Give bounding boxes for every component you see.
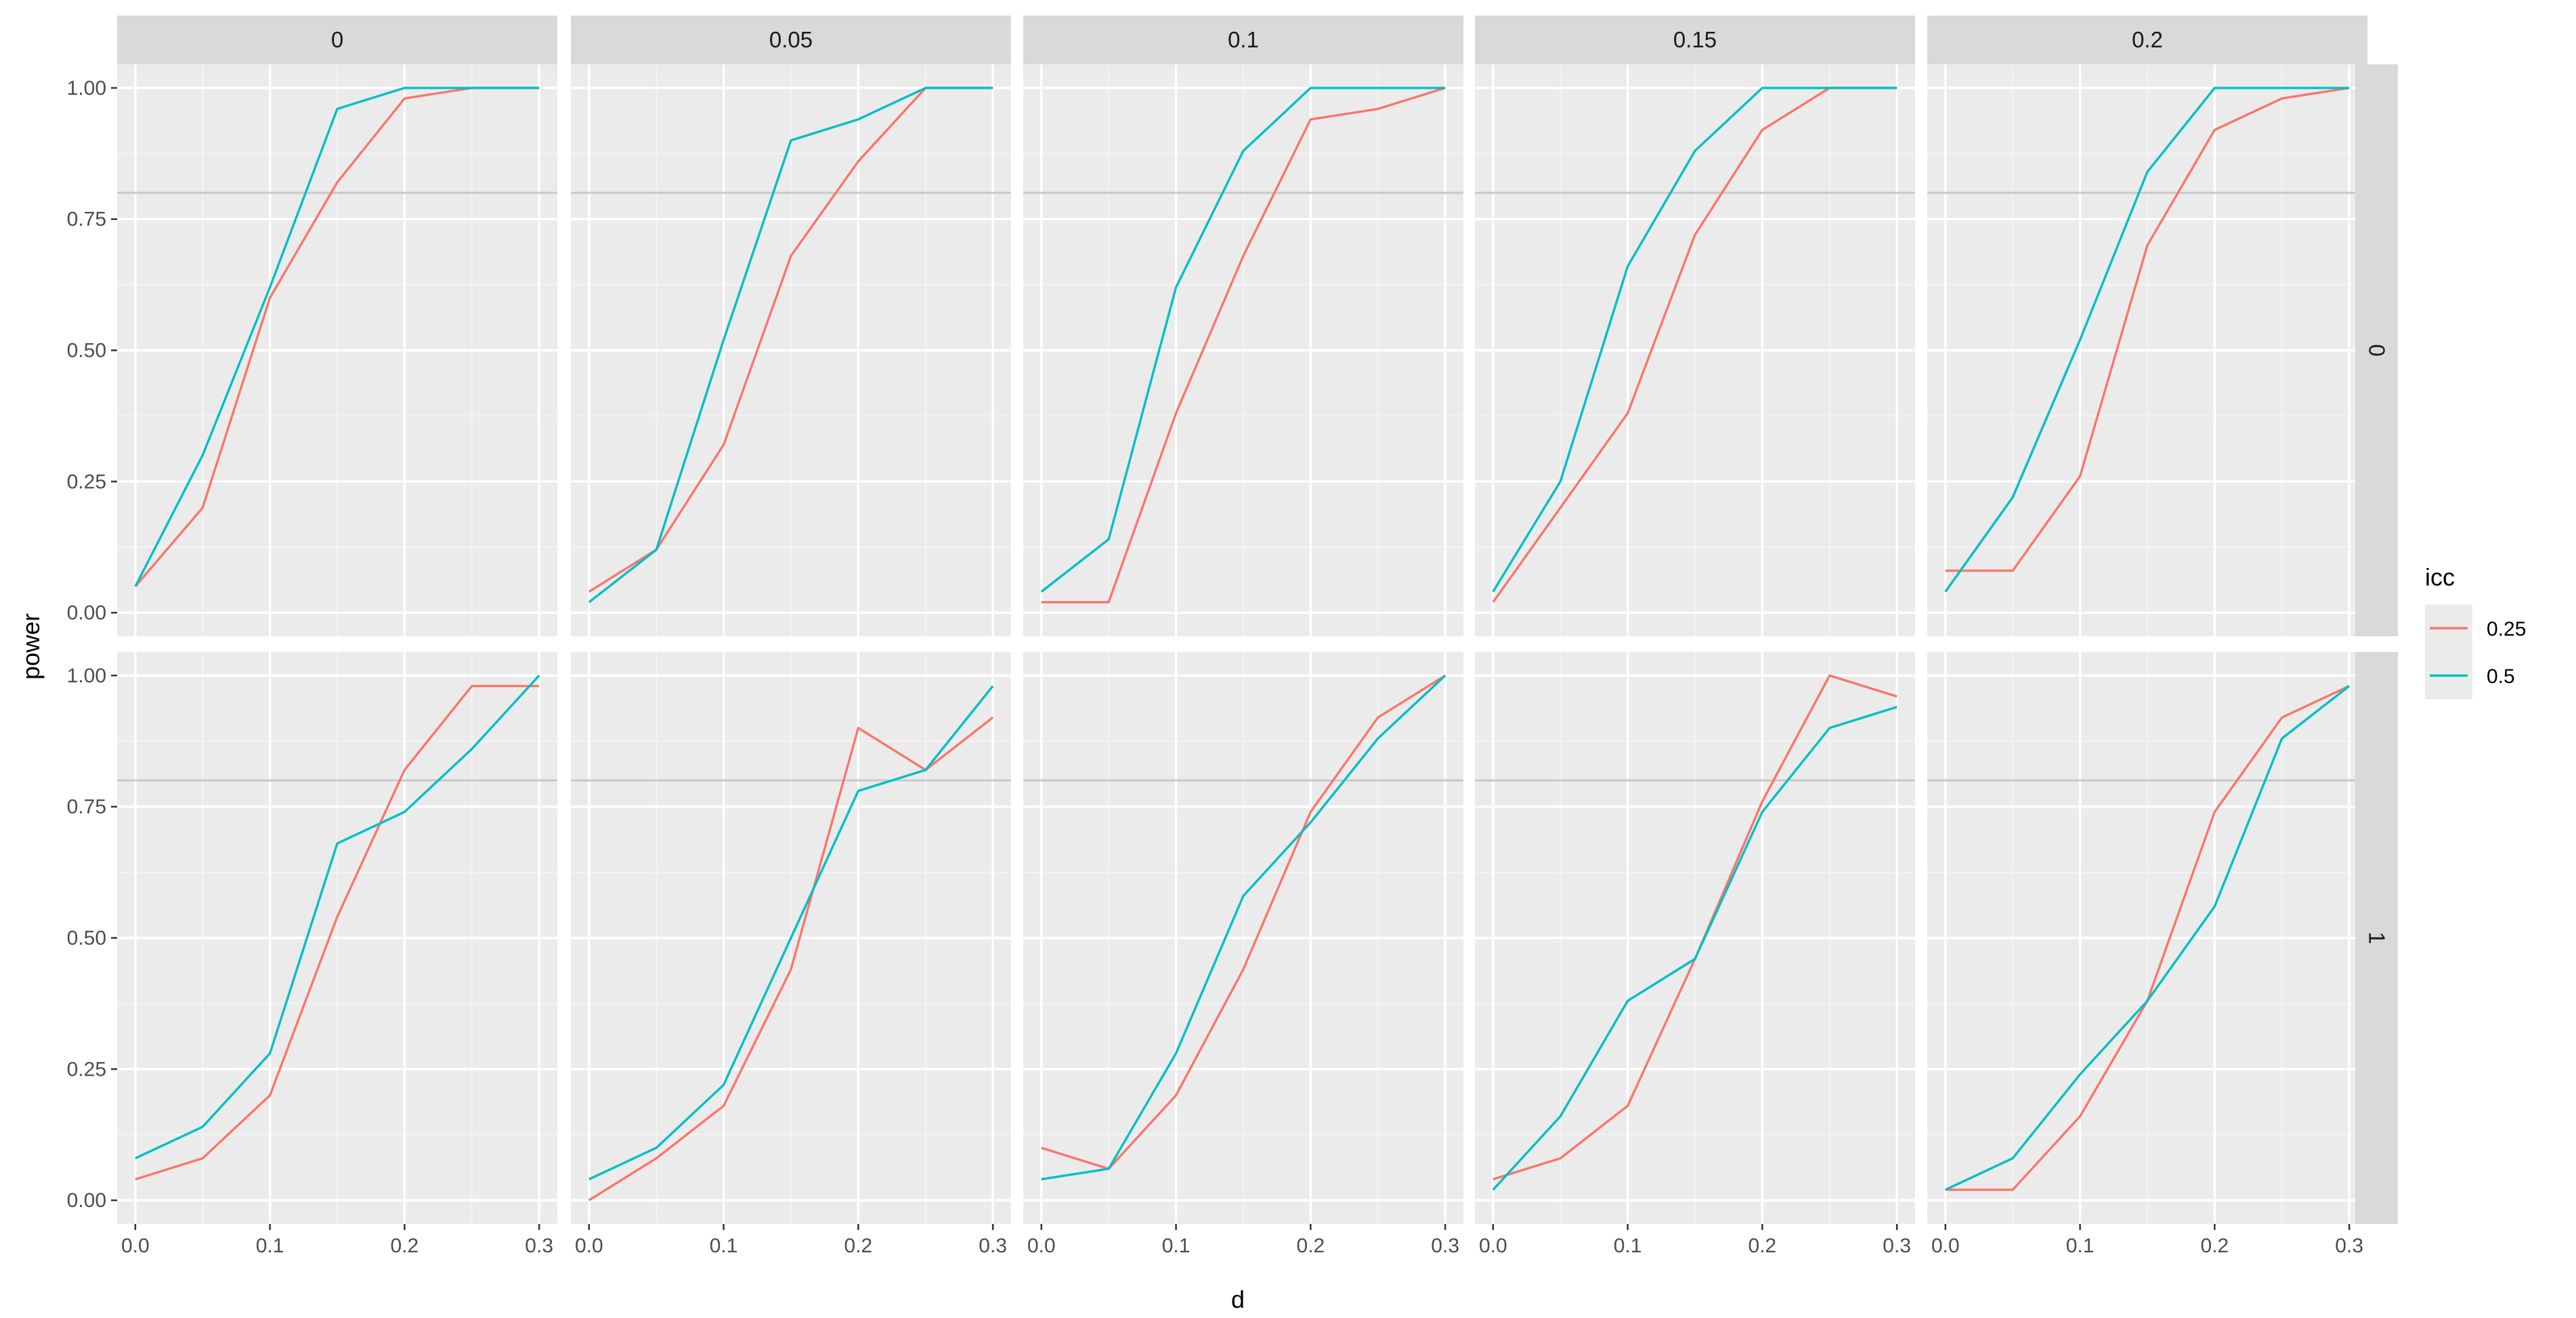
legend-label: 0.5 <box>2487 665 2515 688</box>
series-line-icc-0.5 <box>1944 87 2350 593</box>
series-line-icc-0.25 <box>1041 87 1446 604</box>
panel-0.2-row-1 <box>1927 652 2367 1224</box>
series-line-icc-0.5 <box>134 87 540 588</box>
x-tick-label: 0.1 <box>1162 1235 1190 1257</box>
panel-0.05-row-0 <box>571 64 1011 636</box>
x-tick-label: 0.2 <box>391 1235 419 1257</box>
series-line-icc-0.5 <box>135 674 540 1160</box>
y-tick-label: 0.25 <box>67 1058 106 1080</box>
facet-strip-column-label: 0.15 <box>1673 27 1717 52</box>
x-tick-label: 0.0 <box>1027 1235 1056 1257</box>
series-line-icc-0.5 <box>588 685 994 1181</box>
series-line-icc-0.5 <box>1945 685 2350 1191</box>
series-line-icc-0.25 <box>1945 87 2350 572</box>
series-line-icc-0.5 <box>588 87 993 603</box>
y-axis-title: power <box>17 613 45 680</box>
x-tick-label: 0.3 <box>1431 1235 1459 1257</box>
x-tick-label: 0.0 <box>121 1235 150 1257</box>
series-line-icc-0.5 <box>1041 674 1446 1181</box>
panel-0-row-0 <box>117 64 557 636</box>
y-tick-label: 0.50 <box>67 340 106 362</box>
y-tick-label: 0.50 <box>67 927 106 950</box>
y-tick-label: 0.75 <box>67 208 106 231</box>
facet-strip-row <box>2355 652 2398 1224</box>
panel-0.05-row-1 <box>571 652 1011 1224</box>
x-tick-label: 0.2 <box>844 1235 873 1257</box>
panel-0.15-row-0 <box>1475 64 1915 636</box>
facet-strip-row-label: 0 <box>2365 344 2390 356</box>
x-tick-label: 0.2 <box>2201 1235 2229 1257</box>
x-tick-label: 0.1 <box>2066 1235 2095 1257</box>
x-tick-label: 0.2 <box>1297 1235 1325 1257</box>
x-tick-label: 0.1 <box>710 1235 738 1257</box>
x-tick-label: 0.0 <box>1931 1235 1960 1257</box>
facet-strip-column-label: 0.1 <box>1228 27 1259 52</box>
facet-strip-column-label: 0.2 <box>2132 27 2163 52</box>
x-tick-label: 0.2 <box>1748 1235 1777 1257</box>
panel-0.1-row-1 <box>1023 652 1463 1224</box>
y-tick-label: 0.25 <box>67 470 106 493</box>
y-tick-label: 0.75 <box>67 796 106 818</box>
x-tick-label: 0.0 <box>575 1235 603 1257</box>
series-line-icc-0.5 <box>1040 87 1446 593</box>
x-tick-label: 0.3 <box>1883 1235 1911 1257</box>
legend-title: icc <box>2425 563 2455 591</box>
legend-entry: 0.5 <box>2425 652 2515 699</box>
series-line-icc-0.5 <box>1492 705 1897 1191</box>
y-tick-label: 0.00 <box>67 602 106 624</box>
facet-strip-column <box>1475 16 1915 64</box>
panels-layer <box>117 64 2367 1224</box>
panel-0-row-1 <box>117 652 557 1224</box>
x-tick-label: 0.0 <box>1479 1235 1507 1257</box>
facet-strip-column <box>1927 16 2367 64</box>
y-tick-label: 0.00 <box>67 1189 106 1212</box>
facet-strip-row-label: 1 <box>2365 931 2390 944</box>
x-tick-label: 0.3 <box>2335 1235 2363 1257</box>
x-tick-label: 0.1 <box>256 1235 284 1257</box>
x-tick-label: 0.3 <box>979 1235 1007 1257</box>
facet-strip-column <box>117 16 557 64</box>
panel-0.2-row-0 <box>1927 64 2367 636</box>
panel-0.1-row-0 <box>1023 64 1463 636</box>
series-line-icc-0.5 <box>1492 87 1897 592</box>
legend: icc 0.25 0.5 <box>2425 563 2526 699</box>
x-tick-label: 0.3 <box>525 1235 553 1257</box>
legend-entry: 0.25 <box>2425 605 2526 652</box>
x-axis-title: d <box>1231 1286 1245 1313</box>
y-tick-label: 1.00 <box>67 665 106 687</box>
legend-label: 0.25 <box>2487 618 2526 640</box>
series-line-icc-0.25 <box>135 684 540 1181</box>
facet-strip-column-label: 0 <box>331 27 343 52</box>
axes-layer: 0 0.05 0.1 0.15 0.2 0 1 0.00 0.25 0.50 0.75 1.00 0.0… <box>67 16 2398 1257</box>
y-tick-label: 1.00 <box>67 77 106 100</box>
facet-strip-row <box>2355 64 2398 636</box>
facet-strip-column <box>571 16 1011 64</box>
panel-0.15-row-1 <box>1475 652 1915 1224</box>
x-tick-label: 0.1 <box>1614 1235 1642 1257</box>
facet-strip-column-label: 0.05 <box>769 27 813 52</box>
facet-strip-column <box>1023 16 1463 64</box>
